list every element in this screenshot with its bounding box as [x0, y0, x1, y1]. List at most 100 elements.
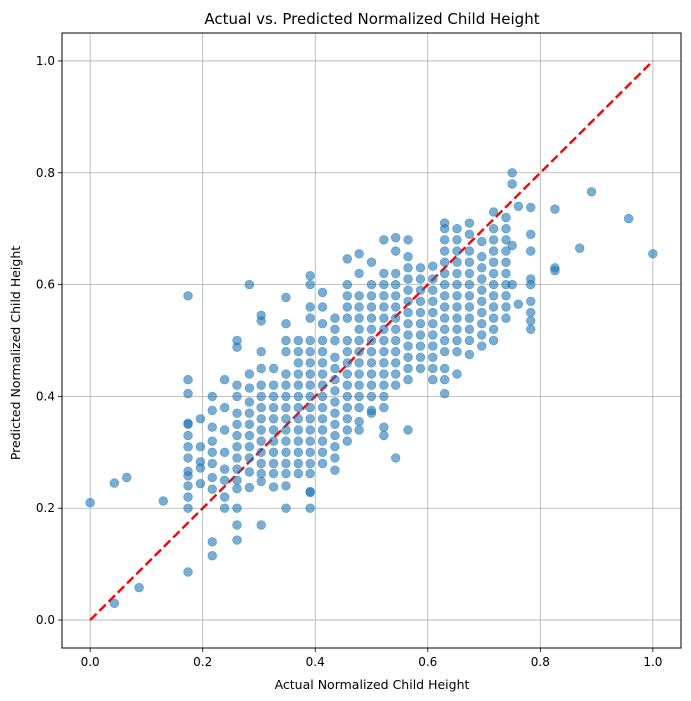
- data-point: [281, 380, 291, 390]
- data-point: [488, 313, 499, 323]
- x-tick-label: 0.8: [531, 655, 550, 669]
- data-point: [366, 335, 377, 346]
- data-point: [268, 482, 279, 492]
- data-point: [281, 414, 291, 424]
- data-point: [366, 257, 377, 267]
- data-point: [244, 442, 255, 452]
- data-point: [464, 257, 475, 267]
- data-point: [379, 302, 389, 312]
- data-point: [366, 324, 377, 335]
- data-point: [439, 291, 450, 301]
- data-point: [366, 313, 377, 323]
- data-point: [293, 414, 304, 424]
- data-point: [293, 369, 304, 379]
- data-point: [317, 302, 328, 312]
- data-point: [342, 402, 353, 413]
- x-axis-ticks: 0.0 0.2 0.4 0.6 0.8 1.0: [81, 648, 662, 669]
- y-tick-label: 0.2: [36, 501, 55, 515]
- data-point: [281, 369, 291, 379]
- data-point: [428, 296, 438, 307]
- data-point: [403, 341, 413, 351]
- data-point: [439, 374, 450, 385]
- data-point: [207, 447, 217, 458]
- data-point: [354, 416, 364, 427]
- data-point: [183, 419, 193, 430]
- data-point: [268, 380, 279, 390]
- data-point: [366, 358, 377, 368]
- data-point: [232, 391, 242, 402]
- data-point: [195, 463, 206, 473]
- data-point: [464, 229, 475, 239]
- data-point: [207, 472, 217, 483]
- data-point: [439, 279, 450, 290]
- data-point: [390, 453, 401, 463]
- data-point: [207, 405, 217, 416]
- data-point: [464, 302, 475, 312]
- data-point: [379, 430, 389, 441]
- data-point: [281, 391, 291, 402]
- data-point: [403, 251, 413, 262]
- data-point: [403, 263, 413, 273]
- data-point: [330, 465, 340, 475]
- data-point: [452, 335, 462, 346]
- data-point: [342, 346, 353, 357]
- data-point: [293, 425, 304, 435]
- data-point: [330, 324, 340, 335]
- data-point: [366, 380, 377, 390]
- data-point: [354, 346, 364, 357]
- data-point: [403, 425, 413, 435]
- data-point: [305, 468, 315, 479]
- data-point: [464, 324, 475, 335]
- data-point: [366, 369, 377, 379]
- data-point: [390, 302, 401, 312]
- data-point: [452, 279, 462, 290]
- data-point: [281, 292, 291, 303]
- data-point: [354, 335, 364, 346]
- data-point: [354, 302, 364, 312]
- data-point: [403, 363, 413, 374]
- data-point: [403, 352, 413, 362]
- data-point: [183, 430, 193, 441]
- data-point: [183, 453, 193, 463]
- data-point: [244, 467, 255, 477]
- data-point: [183, 388, 193, 399]
- data-point: [526, 229, 536, 239]
- data-point: [507, 279, 517, 290]
- data-point: [183, 374, 193, 385]
- data-point: [415, 363, 426, 374]
- data-point: [305, 447, 315, 458]
- data-point: [342, 291, 353, 301]
- data-point: [256, 447, 266, 458]
- data-point: [342, 313, 353, 323]
- data-point: [415, 341, 426, 351]
- data-point: [244, 408, 255, 418]
- data-point: [354, 291, 364, 301]
- data-point: [439, 235, 450, 245]
- data-point: [342, 369, 353, 379]
- data-point: [232, 464, 242, 474]
- data-point: [195, 478, 206, 489]
- data-point: [207, 391, 217, 402]
- data-point: [403, 296, 413, 307]
- data-point: [366, 408, 377, 418]
- data-point: [293, 358, 304, 368]
- data-point: [122, 472, 132, 483]
- data-point: [575, 243, 585, 253]
- data-point: [183, 503, 193, 513]
- data-point: [488, 257, 499, 267]
- data-point: [477, 263, 487, 273]
- data-point: [305, 487, 315, 498]
- data-point: [305, 436, 315, 446]
- data-point: [390, 268, 401, 279]
- data-point: [293, 380, 304, 390]
- data-point: [452, 302, 462, 312]
- data-point: [379, 235, 389, 245]
- data-point: [317, 380, 328, 390]
- data-point: [305, 369, 315, 379]
- x-tick-label: 0.2: [193, 655, 212, 669]
- data-point: [256, 316, 266, 326]
- data-point: [477, 296, 487, 307]
- data-point: [134, 582, 144, 593]
- data-point: [390, 324, 401, 335]
- data-point: [439, 223, 450, 234]
